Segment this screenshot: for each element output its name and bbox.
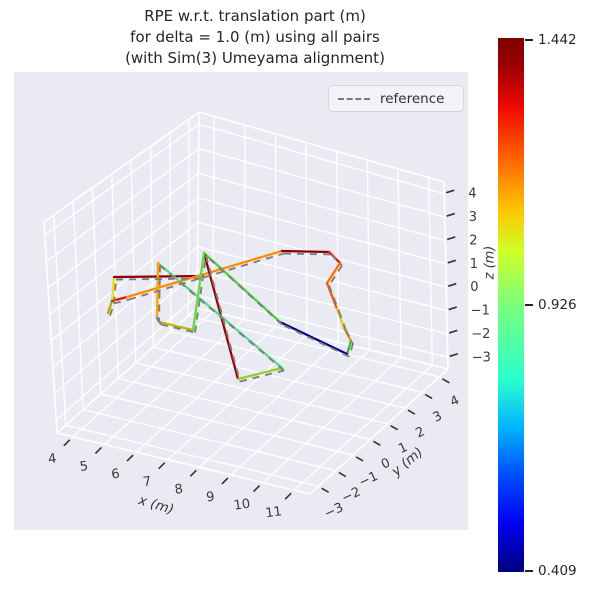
- colorbar-label-max: 1.442: [538, 32, 577, 48]
- reference-segment: [283, 252, 332, 256]
- reference-segment: [109, 303, 115, 316]
- reference-segment: [159, 264, 285, 372]
- y-tick-label: −1: [357, 469, 381, 491]
- reference-segment: [348, 343, 354, 357]
- x-tick-label: 6: [110, 467, 120, 483]
- reference-segment: [113, 279, 117, 304]
- reference-segment: [328, 285, 340, 312]
- z-tick-label: −2: [471, 327, 490, 342]
- trajectory-segment: [345, 339, 353, 356]
- z-tick-label: 2: [469, 233, 477, 248]
- reference-path: [109, 252, 354, 383]
- trajectory-segment: [191, 251, 206, 332]
- colorbar: [498, 38, 524, 572]
- axes-background: [14, 72, 468, 530]
- y-tick-label: −2: [340, 485, 364, 507]
- reference-segment: [328, 264, 343, 287]
- trajectory-segment: [335, 307, 346, 330]
- reference-dash-sample-icon: [338, 97, 370, 100]
- x-tick-label: 11: [264, 504, 282, 521]
- legend: reference: [328, 85, 464, 112]
- x-tick-label: 8: [174, 482, 184, 498]
- page-title: RPE w.r.t. translation part (m) for delt…: [125, 7, 385, 67]
- z-tick-label: 3: [469, 210, 477, 225]
- colorbar-label-mid: 0.926: [538, 297, 577, 313]
- x-tick-label: 9: [205, 489, 215, 505]
- trajectory-segment: [106, 299, 114, 315]
- trajectory-segment: [278, 320, 349, 356]
- reference-segment: [345, 330, 354, 344]
- colorbar-tick-min: [525, 570, 533, 572]
- z-tick-label: 1: [470, 257, 478, 272]
- x-tick-label: 7: [142, 474, 152, 490]
- trajectory-segment: [325, 261, 342, 285]
- trajectory-segment: [125, 249, 284, 299]
- colorbar-tick-max: [525, 39, 533, 41]
- trajectory-segment: [280, 249, 331, 254]
- reference-segment: [160, 323, 196, 334]
- y-tick-label: −3: [322, 500, 346, 522]
- trajectory-segment: [236, 366, 284, 381]
- x-tick-label: 4: [47, 451, 57, 467]
- axis-ticks: [63, 189, 458, 500]
- legend-item-reference: reference: [380, 90, 445, 107]
- reference-segment: [128, 252, 285, 301]
- trajectory-segment: [110, 275, 116, 303]
- reference-segment: [338, 311, 347, 331]
- trajectory-segment: [157, 320, 195, 332]
- z-tick-label: −1: [471, 304, 490, 319]
- z-tick-label: −3: [472, 350, 491, 365]
- reference-segment: [330, 253, 343, 267]
- z-axis-label: z (m): [482, 245, 498, 280]
- z-tick-label: 0: [470, 280, 478, 295]
- reference-segment: [205, 254, 283, 326]
- reference-segment: [113, 298, 130, 305]
- reference-segment: [158, 265, 161, 321]
- grid: [43, 111, 449, 495]
- colorbar-label-min: 0.409: [538, 563, 577, 579]
- x-tick-label: 5: [79, 459, 89, 475]
- x-tick-label: 10: [233, 497, 251, 514]
- reference-segment: [158, 320, 162, 325]
- trajectory-segment: [325, 281, 339, 311]
- z-tick-label: 4: [468, 187, 476, 202]
- colorbar-tick-mid: [525, 304, 533, 306]
